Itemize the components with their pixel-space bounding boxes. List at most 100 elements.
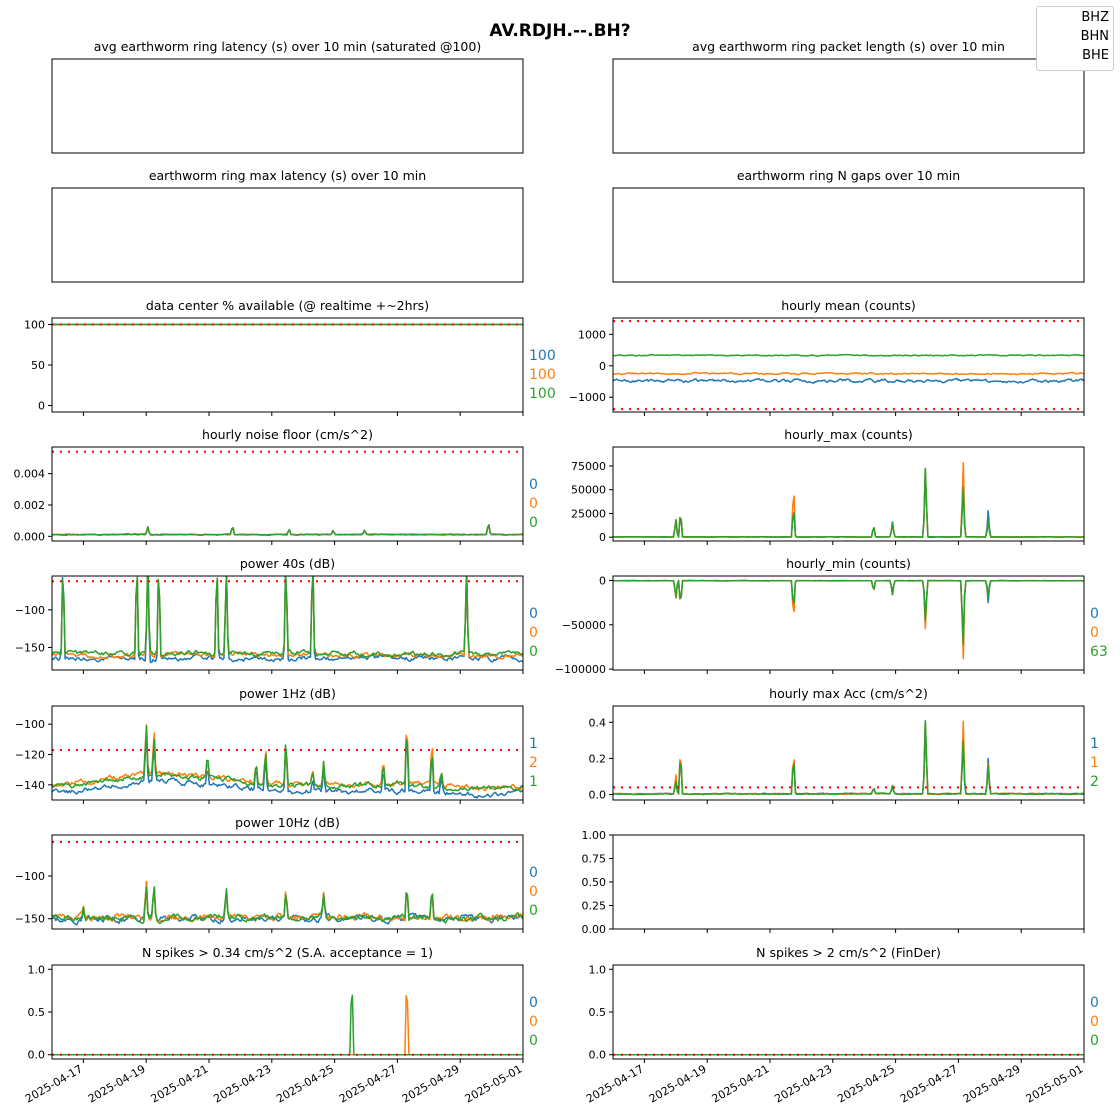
figure-title: AV.RDJH.--.BH?	[489, 21, 630, 41]
legend-entry-bhz: BHZ	[1081, 10, 1109, 25]
panel-title: hourly_min (counts)	[786, 556, 911, 571]
y-tick-label: 0.50	[582, 876, 607, 889]
y-tick-label: 0.4	[589, 716, 607, 729]
panel-hourly-max: hourly_max (counts) 75000 50000 25000 0	[571, 427, 1085, 545]
axes-frame	[612, 187, 1085, 283]
current-value-bhe: 0	[1090, 1033, 1099, 1049]
axes-frame	[51, 446, 524, 542]
axes-frame	[612, 834, 1085, 930]
series-bhz-line	[613, 720, 1084, 796]
y-tick-label: 0.0	[28, 1049, 46, 1062]
x-tick-label: 2025-05-01	[463, 1062, 525, 1105]
axes-frame	[612, 964, 1085, 1060]
x-tick-label: 2025-04-19	[647, 1062, 709, 1105]
plot-area	[613, 720, 1084, 796]
y-tick-label: 50000	[571, 484, 606, 497]
panel-hourly-max-acc: hourly max Acc (cm/s^2) 0.4 0.2 0.0 1 1 2	[589, 686, 1099, 804]
current-value-bhe: 0	[529, 903, 538, 919]
y-tick-label: 25000	[571, 507, 606, 520]
series-bhz-line	[613, 579, 1084, 646]
y-tick-label: −1000	[569, 391, 606, 404]
y-tick-label: 75000	[571, 460, 606, 473]
panel-power-40s: power 40s (dB) −100 −150 0 0 0	[15, 556, 538, 674]
current-value-bhn: 2	[529, 755, 538, 771]
plot-area	[52, 724, 523, 799]
axes-frame	[51, 317, 524, 413]
x-tick-label: 2025-04-27	[898, 1062, 960, 1105]
axes-frame	[51, 575, 524, 671]
y-tick-label: −120	[15, 749, 45, 762]
current-value-bhn: 0	[529, 625, 538, 641]
legend-entry-bhn: BHN	[1080, 29, 1109, 44]
legend-entry-bhe: BHE	[1082, 48, 1109, 63]
series-bhn-line	[613, 462, 1084, 538]
panel-title: hourly_max (counts)	[784, 427, 913, 442]
panel-n-gaps: earthworm ring N gaps over 10 min	[612, 168, 1085, 283]
current-value-bhz: 100	[529, 348, 556, 364]
series-bhn-line	[613, 720, 1084, 796]
plot-area	[52, 450, 523, 536]
series-bhz-line	[613, 377, 1084, 384]
y-tick-label: 0.004	[14, 468, 46, 481]
panel-title: N spikes > 0.34 cm/s^2 (S.A. acceptance …	[142, 945, 433, 960]
series-bhn-line	[52, 995, 523, 1056]
current-value-bhe: 0	[529, 1033, 538, 1049]
y-tick-label: 0.5	[28, 1006, 46, 1019]
panel-title: hourly mean (counts)	[781, 298, 915, 313]
panel-empty-panel: 1.00 0.75 0.50 0.25 0.00	[582, 829, 1085, 936]
current-value-bhz: 0	[529, 995, 538, 1011]
panel-title: data center % available (@ realtime +~2h…	[146, 298, 429, 313]
panel-title: power 1Hz (dB)	[239, 686, 336, 701]
panel-packet-length: avg earthworm ring packet length (s) ove…	[612, 39, 1085, 154]
x-tick-label: 2025-04-25	[835, 1062, 897, 1105]
y-tick-label: −150	[15, 913, 45, 926]
y-tick-label: 0	[599, 531, 606, 544]
y-tick-label: 0.5	[589, 1006, 607, 1019]
series-bhe-line	[52, 524, 523, 536]
y-tick-label: 1.0	[28, 963, 46, 976]
y-tick-label: 0.002	[14, 499, 46, 512]
current-value-bhe: 0	[529, 515, 538, 531]
x-tick-label: 2025-04-17	[23, 1062, 85, 1105]
y-tick-label: 50	[31, 359, 45, 372]
current-value-bhn: 0	[1090, 1014, 1099, 1030]
series-bhe-line	[613, 579, 1084, 646]
series-bhe-line	[613, 353, 1084, 357]
series-bhe-line	[613, 720, 1084, 796]
panel-spikes-034: N spikes > 0.34 cm/s^2 (S.A. acceptance …	[23, 945, 538, 1106]
series-bhe-line	[52, 886, 523, 925]
current-value-bhz: 0	[529, 865, 538, 881]
current-value-bhz: 0	[1090, 995, 1099, 1011]
plot-area	[613, 462, 1084, 539]
axes-frame	[612, 446, 1085, 542]
current-value-bhn: 1	[1090, 755, 1099, 771]
axes-frame	[612, 317, 1085, 413]
y-tick-label: 1.00	[582, 829, 607, 842]
plot-area	[52, 840, 523, 926]
y-tick-label: 0	[599, 360, 606, 373]
current-value-bhe: 63	[1090, 644, 1108, 660]
x-tick-label: 2025-04-23	[211, 1062, 273, 1105]
axes-frame	[51, 58, 524, 154]
panel-noise-floor: hourly noise floor (cm/s^2) 0.004 0.002 0.0…	[14, 427, 538, 545]
plot-area	[52, 994, 523, 1056]
axes-frame	[51, 964, 524, 1060]
panel-title: avg earthworm ring latency (s) over 10 m…	[94, 39, 481, 54]
x-tick-label: 2025-05-01	[1024, 1062, 1086, 1105]
y-tick-label: 1.0	[589, 963, 607, 976]
panel-title: avg earthworm ring packet length (s) ove…	[692, 39, 1005, 54]
y-tick-label: 0	[599, 574, 606, 587]
panel-title: power 40s (dB)	[240, 556, 335, 571]
series-bhn-line	[613, 579, 1084, 660]
y-tick-label: 0.25	[582, 900, 607, 913]
current-value-bhz: 0	[529, 477, 538, 493]
panel-availability: data center % available (@ realtime +~2h…	[24, 298, 556, 416]
series-bhe-line	[52, 994, 523, 1056]
panel-title: earthworm ring N gaps over 10 min	[737, 168, 960, 183]
y-tick-label: 0.0	[589, 789, 607, 802]
current-value-bhe: 2	[1090, 774, 1099, 790]
x-tick-label: 2025-04-21	[710, 1062, 772, 1105]
plot-area	[52, 576, 523, 664]
y-tick-label: 0.00	[582, 923, 607, 936]
x-tick-label: 2025-04-27	[337, 1062, 399, 1105]
